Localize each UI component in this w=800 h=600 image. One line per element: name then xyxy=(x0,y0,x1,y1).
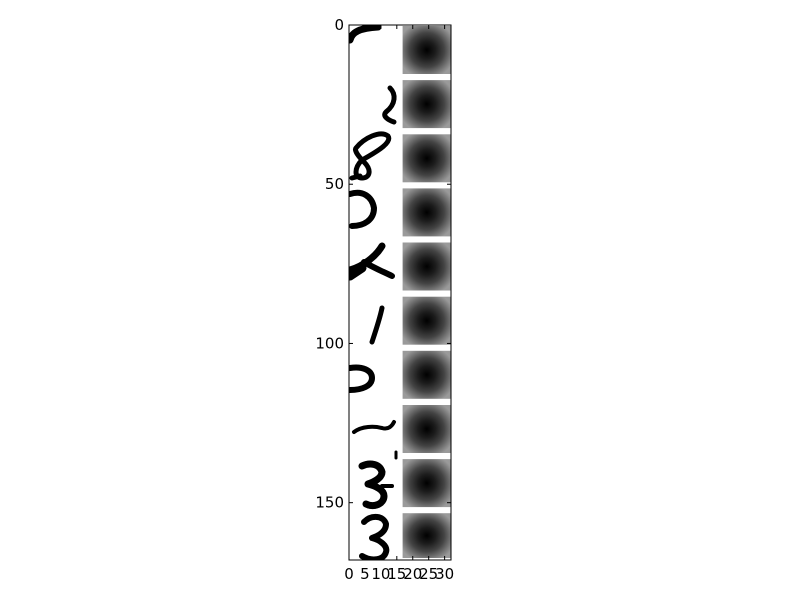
glyph-7a xyxy=(352,420,396,434)
glyph-6a xyxy=(349,364,375,393)
glyph-5 xyxy=(369,305,385,345)
filter-patch xyxy=(402,296,451,345)
x-tick-label: 25 xyxy=(419,565,438,583)
glyph-4b xyxy=(361,259,395,279)
filter-patch xyxy=(402,350,451,399)
x-tick-label: 10 xyxy=(371,565,390,583)
x-tick-label: 0 xyxy=(344,565,354,583)
image-layer xyxy=(349,25,451,560)
glyph-2a xyxy=(353,131,392,181)
filter-patch xyxy=(402,188,451,237)
glyph-9a xyxy=(359,514,390,560)
filter-patch-strip xyxy=(402,26,451,558)
glyph-1 xyxy=(382,85,397,125)
filter-patch xyxy=(402,80,451,129)
glyph-8a xyxy=(358,460,388,510)
axis-ticks xyxy=(348,24,451,560)
axes-frame xyxy=(348,24,452,561)
x-tick-label: 5 xyxy=(360,565,370,583)
x-tick-label: 15 xyxy=(387,565,406,583)
glyph-2b xyxy=(349,173,363,181)
x-tick-label: 20 xyxy=(403,565,422,583)
y-tick-label: 150 xyxy=(315,494,344,512)
y-tick-label: 0 xyxy=(334,16,344,34)
glyph-4c xyxy=(349,263,367,281)
glyph-strip xyxy=(349,25,398,560)
y-tick-label: 50 xyxy=(325,175,344,193)
filter-patch xyxy=(402,459,451,508)
glyph-3 xyxy=(349,189,377,229)
y-tick-label: 100 xyxy=(315,334,344,352)
glyph-0 xyxy=(349,25,382,44)
filter-patch xyxy=(402,242,451,291)
x-tick-label: 30 xyxy=(435,565,454,583)
filter-patch xyxy=(402,26,451,74)
filter-patch xyxy=(402,405,451,453)
filter-patch xyxy=(402,134,451,183)
filter-patch xyxy=(402,513,451,558)
